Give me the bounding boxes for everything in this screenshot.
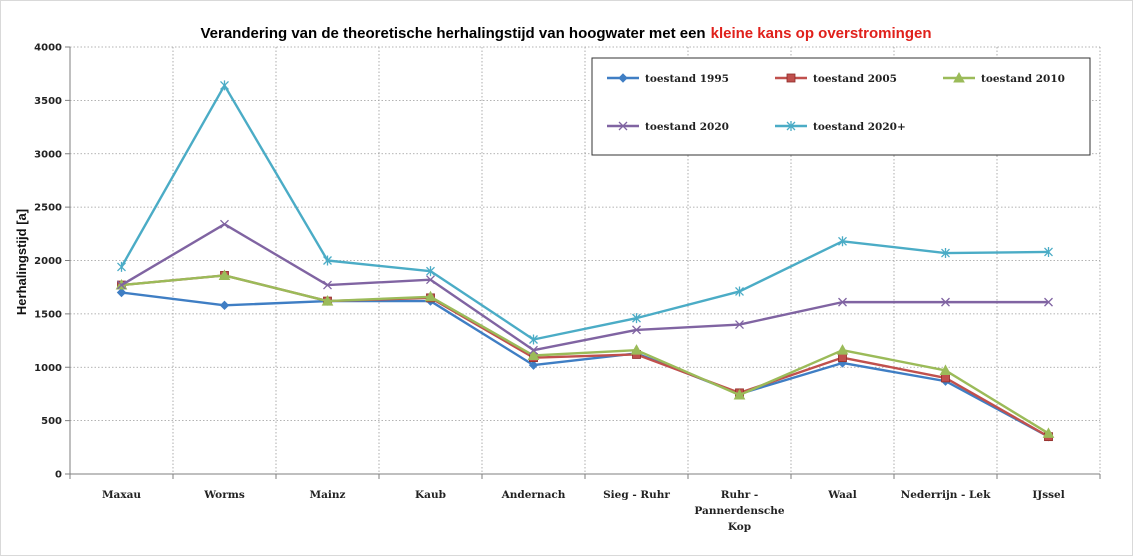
- data-point: [939, 364, 952, 375]
- legend-item: toestand 2010: [943, 71, 1065, 85]
- data-point: [735, 320, 744, 330]
- x-category-label-line: Pannerdensche: [694, 505, 784, 517]
- legend-item: toestand 2005: [775, 73, 897, 85]
- data-point: [220, 80, 229, 91]
- y-tick-label: 3500: [34, 96, 62, 107]
- legend-label: toestand 2020: [645, 121, 729, 133]
- legend-label: toestand 2010: [981, 73, 1065, 85]
- legend-swatch-marker: [618, 121, 628, 131]
- x-category-label-line: Nederrijn - Lek: [901, 489, 992, 501]
- data-point: [1042, 427, 1055, 438]
- data-point: [733, 388, 746, 400]
- x-category-label: IJssel: [1032, 489, 1064, 501]
- x-category-label-line: Andernach: [501, 489, 566, 501]
- data-point: [838, 353, 847, 363]
- data-point: [529, 334, 538, 345]
- data-point: [528, 360, 539, 370]
- chart-title-main: Verandering van de theoretische herhalin…: [200, 25, 705, 42]
- x-category-label-line: Worms: [203, 489, 245, 501]
- x-category-label: Andernach: [501, 489, 566, 501]
- legend-box: [591, 57, 1091, 156]
- x-category-label-line: Ruhr -: [721, 489, 759, 501]
- legend-label: toestand 1995: [645, 73, 729, 85]
- data-point: [941, 297, 950, 307]
- x-category-label-line: Waal: [827, 489, 856, 501]
- series-toestand-2020: [117, 219, 1053, 355]
- y-tick-label: 500: [41, 416, 62, 427]
- x-category-label-line: Kop: [728, 521, 751, 533]
- chart-title-highlight: kleine kans op overstromingen: [711, 25, 932, 42]
- series-layer: [115, 80, 1055, 442]
- data-point: [1044, 246, 1053, 257]
- x-category-label: Sieg - Ruhr: [603, 489, 670, 501]
- legend-label: toestand 2005: [813, 73, 897, 85]
- x-category-label: Maxau: [102, 489, 141, 501]
- data-point: [941, 248, 950, 259]
- data-point: [219, 300, 230, 311]
- legend-item: toestand 1995: [607, 73, 729, 85]
- data-point: [529, 345, 538, 355]
- y-tick-label: 2500: [34, 203, 62, 214]
- data-point: [218, 269, 231, 280]
- axis-layer: 0 500 1000 1500 2000 2500 3000 3500 4000 Maxau Wor…: [34, 43, 1101, 533]
- data-point: [941, 373, 950, 383]
- data-point: [117, 261, 126, 272]
- x-category-label: Waal: [827, 489, 856, 501]
- data-point: [630, 344, 643, 355]
- legend-swatch-marker: [786, 73, 796, 83]
- series-toestand-2020plus: [117, 80, 1053, 345]
- data-point: [838, 297, 847, 307]
- x-category-label: Ruhr - Pannerdensche Kop: [694, 489, 784, 533]
- legend-swatch-marker: [953, 71, 965, 83]
- x-category-label: Kaub: [415, 489, 446, 501]
- legend-item: toestand 2020: [607, 121, 729, 133]
- x-category-label-line: Kaub: [415, 489, 446, 501]
- data-point: [220, 219, 229, 229]
- series-line: [121, 274, 1050, 435]
- x-category-label-line: Mainz: [309, 489, 345, 501]
- data-point: [1044, 297, 1053, 307]
- data-point: [116, 287, 127, 298]
- legend-swatch-marker: [618, 73, 628, 83]
- data-point: [836, 344, 849, 355]
- y-tick-label: 2000: [34, 256, 62, 267]
- legend-item: toestand 2020+: [775, 121, 906, 133]
- x-category-label-line: Sieg - Ruhr: [603, 489, 670, 501]
- data-point: [838, 236, 847, 247]
- data-point: [117, 280, 126, 290]
- y-tick-label: 0: [55, 470, 62, 481]
- data-point: [321, 295, 334, 306]
- y-axis-label: Herhalingstijd [a]: [14, 209, 29, 315]
- x-category-label: Worms: [203, 489, 245, 501]
- data-point: [632, 313, 641, 324]
- series-line: [120, 223, 1049, 352]
- x-category-label-line: Maxau: [102, 489, 141, 501]
- data-point: [735, 286, 744, 297]
- y-tick-label: 1000: [34, 363, 62, 374]
- data-point: [527, 349, 540, 361]
- x-category-label-line: IJssel: [1032, 489, 1064, 501]
- data-point: [426, 275, 435, 285]
- data-point: [426, 266, 435, 277]
- y-tick-label: 1500: [34, 309, 62, 320]
- data-point: [323, 280, 332, 290]
- data-point: [632, 325, 641, 335]
- legend: toestand 1995 toestand 2005 toestand 2010 t…: [591, 57, 1091, 156]
- x-category-label: Nederrijn - Lek: [901, 489, 992, 501]
- legend-swatch-marker: [786, 121, 796, 131]
- series-line: [120, 84, 1049, 341]
- x-category-label: Mainz: [309, 489, 345, 501]
- data-point: [323, 255, 332, 266]
- data-point: [424, 290, 437, 302]
- y-tick-label: 4000: [34, 43, 62, 54]
- y-tick-label: 3000: [34, 149, 62, 160]
- chart-title: Verandering van de theoretische herhalin…: [200, 25, 931, 42]
- series-toestand-2010: [115, 269, 1055, 438]
- series-line: [121, 291, 1050, 438]
- legend-label: toestand 2020+: [813, 121, 906, 133]
